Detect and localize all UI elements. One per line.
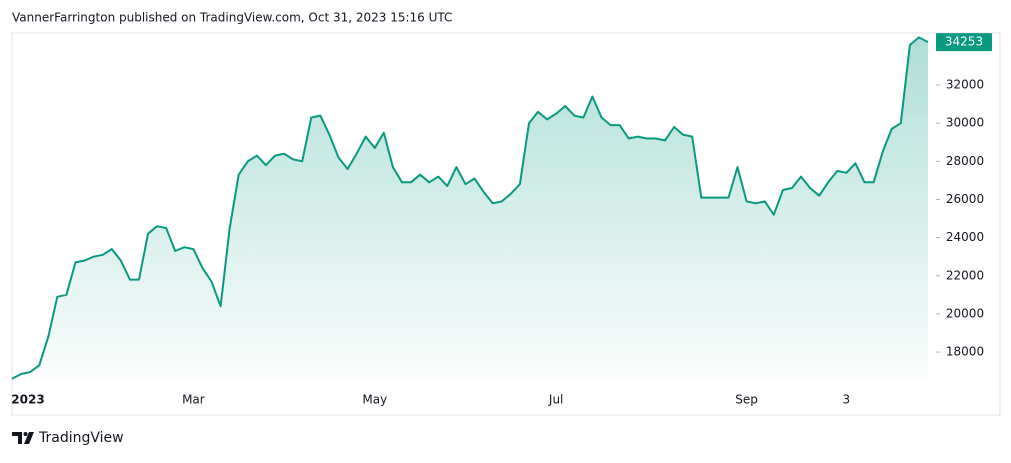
y-tick-label: 26000 xyxy=(946,192,984,206)
x-tick-label: May xyxy=(362,393,387,407)
logo: TradingView xyxy=(12,430,124,446)
x-tick-label: Jul xyxy=(548,393,563,407)
y-tick-label: 32000 xyxy=(946,78,984,92)
attribution: VannerFarrington published on TradingVie… xyxy=(12,11,452,25)
x-tick-label: Mar xyxy=(182,393,205,407)
y-tick-label: 20000 xyxy=(946,306,984,320)
brand: TradingView xyxy=(38,430,124,446)
x-tick-label: 3 xyxy=(843,393,851,407)
y-tick-label: 22000 xyxy=(946,268,984,282)
y-tick-label: 24000 xyxy=(946,230,984,244)
y-tick-label: 18000 xyxy=(946,345,984,359)
area-fill xyxy=(12,37,928,379)
last-price-label: 34253 xyxy=(945,35,983,49)
y-tick-label: 28000 xyxy=(946,154,984,168)
x-tick-label: Sep xyxy=(735,393,758,407)
price-line xyxy=(11,36,929,380)
last-price-box xyxy=(936,33,992,52)
x-tick-label: 2023 xyxy=(11,393,44,407)
y-tick-label: 30000 xyxy=(946,116,984,130)
plot-frame xyxy=(11,32,1001,416)
logo-dot xyxy=(23,432,28,436)
logo-icon xyxy=(12,432,34,444)
